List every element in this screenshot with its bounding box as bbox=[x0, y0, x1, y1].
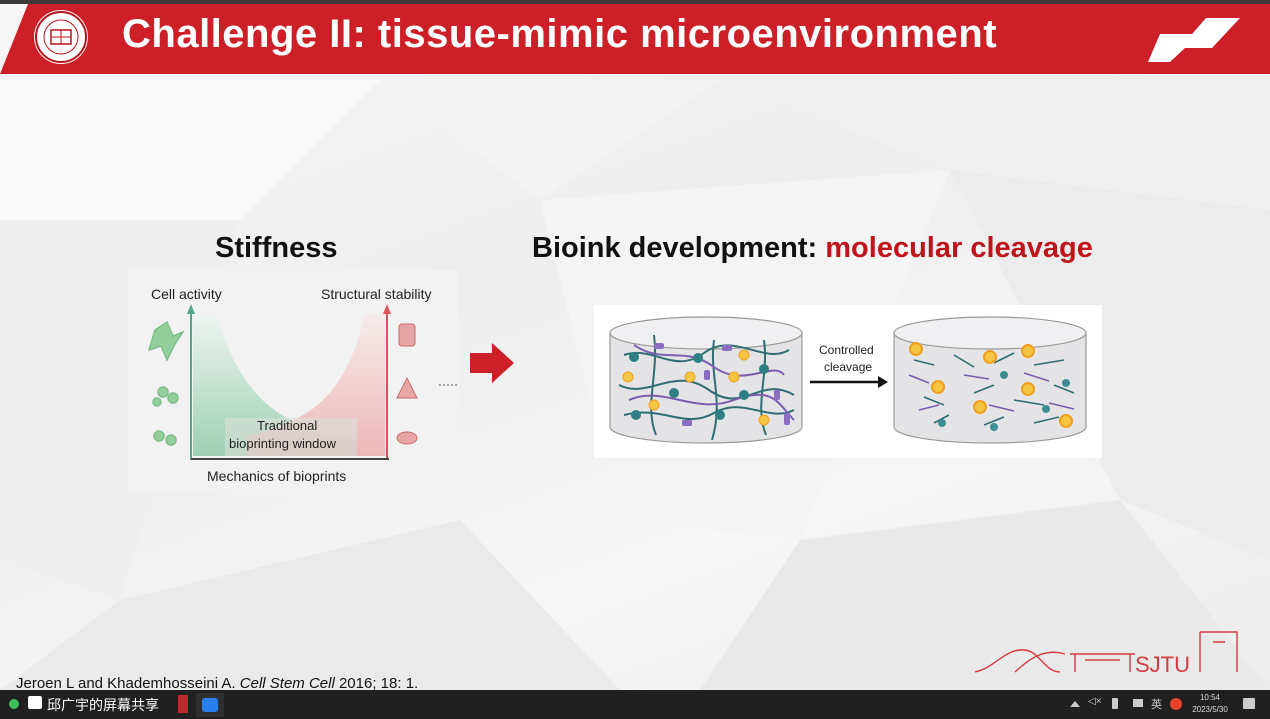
cleavage-figure: Controlled cleavage bbox=[594, 305, 1102, 458]
structural-stability-label: Structural stability bbox=[321, 286, 432, 302]
window-top-edge bbox=[0, 0, 1270, 4]
meeting-app-taskbar-icon bbox=[202, 698, 218, 712]
taskbar-time[interactable]: 10:54 bbox=[1199, 693, 1221, 702]
taskbar-date[interactable]: 2023/5/30 bbox=[1192, 705, 1228, 714]
citation-authors: Jeroen L and Khademhosseini A. bbox=[16, 675, 240, 690]
screen-share-icon bbox=[28, 696, 42, 709]
microphone-icon bbox=[9, 699, 19, 709]
bioink-heading: Bioink development: molecular cleavage bbox=[532, 232, 1093, 265]
title-band bbox=[0, 4, 1270, 74]
stiffness-figure: Cell activity Structural stability Tradi… bbox=[127, 270, 459, 492]
volume-icon[interactable]: ◁× bbox=[1088, 696, 1102, 707]
stiffness-heading: Stiffness bbox=[215, 232, 338, 264]
screen-share-label[interactable]: 邱广宇的屏幕共享 bbox=[47, 697, 159, 713]
input-method-icon bbox=[1170, 698, 1182, 710]
sjtu-footer-logo: SJTU bbox=[975, 631, 1238, 677]
bioink-heading-highlight: molecular cleavage bbox=[825, 232, 1093, 264]
language-indicator[interactable]: 英 bbox=[1151, 699, 1162, 711]
show-hidden-icons-icon bbox=[1070, 701, 1080, 707]
battery-icon bbox=[1112, 698, 1118, 709]
right-arrow-icon bbox=[470, 343, 514, 383]
window-label-line2: bioprinting window bbox=[229, 436, 336, 451]
citation: Jeroen L and Khademhosseini A. Cell Stem… bbox=[16, 675, 418, 690]
sjtu-text: SJTU bbox=[1135, 652, 1190, 677]
citation-details: 2016; 18: 1. bbox=[334, 675, 419, 690]
citation-journal: Cell Stem Cell bbox=[239, 675, 335, 690]
bioink-heading-prefix: Bioink development: bbox=[532, 232, 826, 264]
window-label-line1: Traditional bbox=[257, 418, 318, 433]
notification-icon bbox=[1243, 698, 1255, 709]
slide-title: Challenge II: tissue-mimic microenvironm… bbox=[122, 12, 998, 56]
presentation-slide: Challenge II: tissue-mimic microenvironm… bbox=[0, 0, 1270, 690]
network-icon bbox=[1133, 699, 1143, 707]
arrow-label-line2: cleavage bbox=[824, 360, 873, 374]
cell-activity-label: Cell activity bbox=[151, 286, 222, 302]
powerpoint-taskbar-icon bbox=[178, 695, 188, 713]
sjtu-seal-logo bbox=[34, 10, 88, 64]
x-axis-label: Mechanics of bioprints bbox=[207, 468, 347, 484]
taskbar: ◁× 英 bbox=[0, 690, 1270, 719]
arrow-label-line1: Controlled bbox=[819, 343, 874, 357]
